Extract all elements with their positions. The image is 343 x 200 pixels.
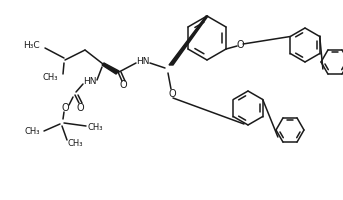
Polygon shape: [169, 16, 208, 65]
Text: O: O: [236, 40, 244, 50]
Text: HN: HN: [136, 58, 150, 66]
Text: HN: HN: [83, 77, 97, 86]
Text: O: O: [76, 103, 84, 113]
Text: CH₃: CH₃: [68, 138, 83, 148]
Text: O: O: [61, 103, 69, 113]
Text: CH₃: CH₃: [43, 72, 58, 82]
Text: H₃C: H₃C: [23, 42, 40, 50]
Text: CH₃: CH₃: [24, 128, 40, 136]
Text: O: O: [168, 89, 176, 99]
Text: O: O: [119, 80, 127, 90]
Text: CH₃: CH₃: [88, 122, 104, 132]
Polygon shape: [102, 63, 119, 74]
